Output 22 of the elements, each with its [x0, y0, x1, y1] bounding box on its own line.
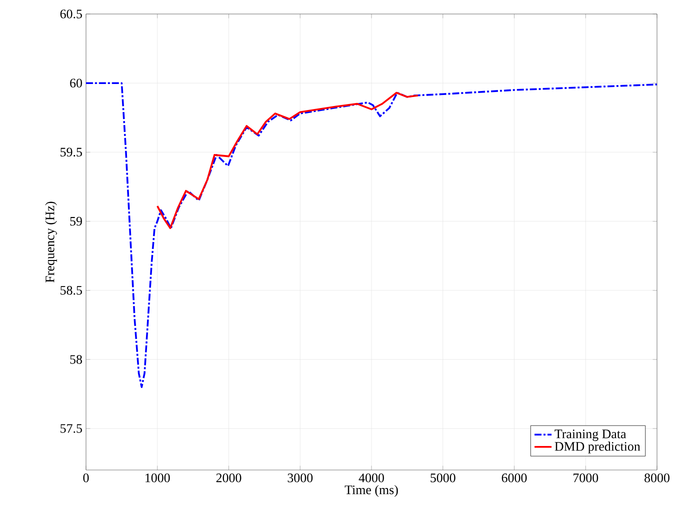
legend-label: DMD prediction — [554, 442, 640, 454]
y-tick-label: 58 — [70, 355, 82, 364]
y-tick-label: 59.5 — [60, 148, 82, 157]
x-tick-label: 3000 — [288, 474, 313, 482]
x-tick-label: 4000 — [358, 474, 384, 482]
x-axis-title: Time (ms) — [344, 485, 398, 497]
x-tick-label: 5000 — [430, 474, 456, 482]
y-tick-label: 59 — [70, 216, 82, 226]
y-axis-title: Frequency (Hz) — [45, 202, 57, 282]
legend-label: Training Data — [554, 430, 626, 441]
x-tick-label: 8000 — [644, 474, 670, 482]
y-tick-label: 57.5 — [60, 424, 82, 433]
x-tick-label: 1000 — [146, 474, 170, 482]
y-tick-label: 60 — [70, 78, 82, 88]
x-tick-label: 6000 — [502, 474, 527, 482]
y-tick-label: 58.5 — [60, 286, 82, 295]
line-series — [86, 82, 657, 388]
y-tick-label: 60.5 — [60, 10, 82, 18]
line-series — [156, 92, 419, 230]
x-tick-label: 0 — [83, 474, 89, 482]
x-tick-label: 7000 — [574, 474, 598, 482]
x-tick-label: 2000 — [216, 474, 242, 482]
